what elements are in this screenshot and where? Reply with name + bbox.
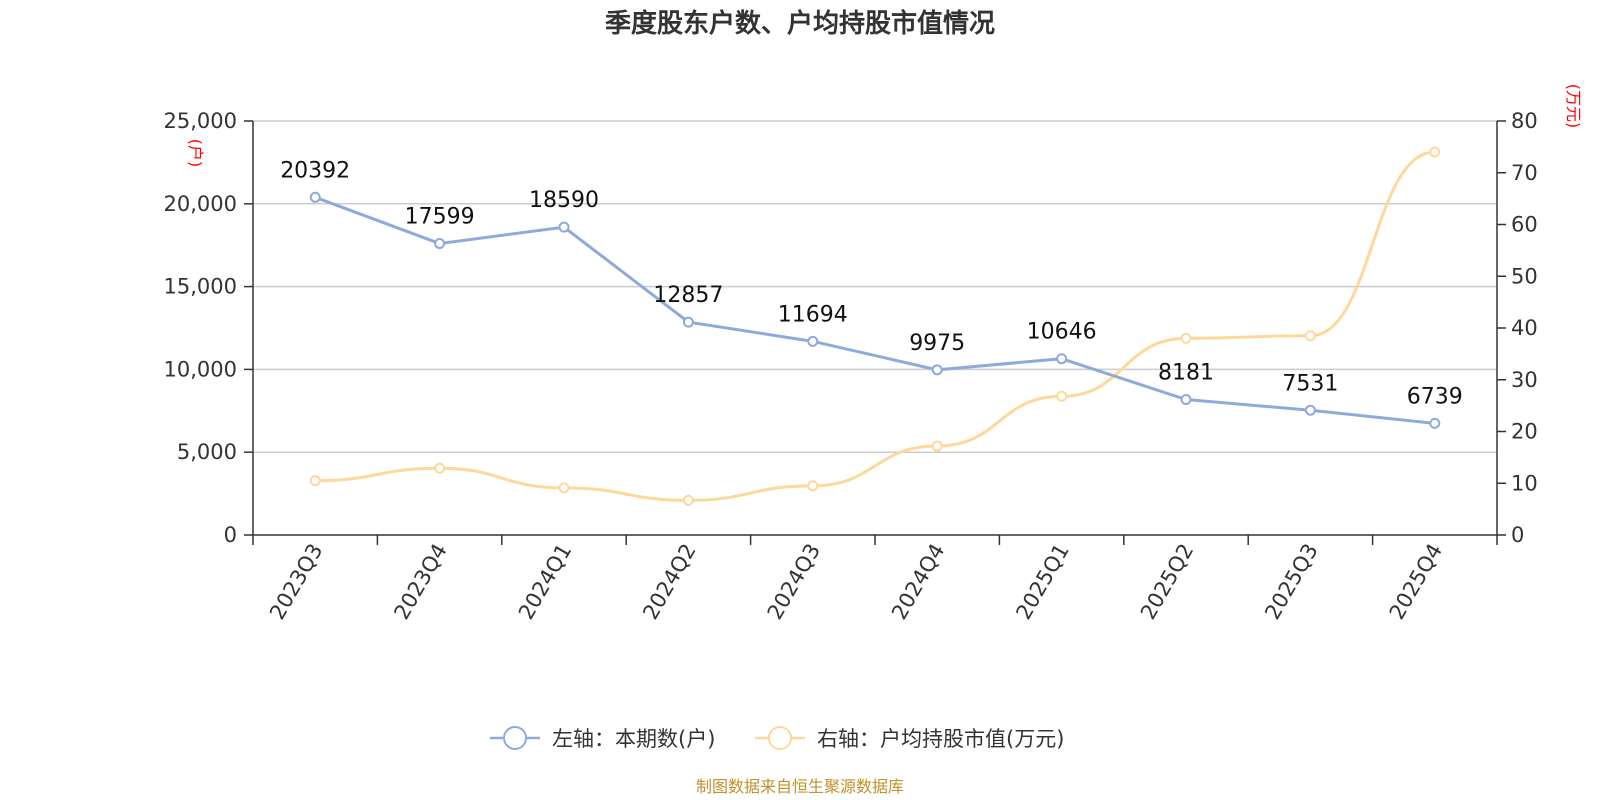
x-axis-tick-label: 2025Q2 <box>1136 540 1198 624</box>
x-axis-tick-label: 2025Q1 <box>1011 540 1073 624</box>
data-point-avg-value[interactable] <box>1180 332 1192 344</box>
x-axis-tick-label: 2025Q3 <box>1260 540 1322 624</box>
series-line-avg-value <box>315 150 1435 502</box>
right-axis-tick-label: 0 <box>1511 523 1524 547</box>
right-axis-tick-label: 20 <box>1511 420 1538 444</box>
data-point-holders[interactable] <box>1180 394 1192 406</box>
data-point-holders[interactable] <box>931 364 943 376</box>
x-axis-tick-label: 2024Q1 <box>514 540 576 624</box>
chart-title: 季度股东户数、户均持股市值情况 <box>605 8 995 39</box>
left-axis-tick-label: 15,000 <box>164 275 237 299</box>
left-axis-tick-label: 10,000 <box>164 357 237 381</box>
x-axis-tick-label: 2024Q3 <box>763 540 825 624</box>
x-axis-tick-label: 2024Q2 <box>638 540 700 624</box>
data-point-holders[interactable] <box>1056 353 1068 365</box>
data-point-holders[interactable] <box>558 221 570 233</box>
data-point-holders[interactable] <box>1304 404 1316 416</box>
right-axis-tick-label: 70 <box>1511 161 1538 185</box>
data-label: 17599 <box>405 205 475 230</box>
series-layer: 20392 17599 18590 12857 11694 9975 10646 8181 75… <box>280 146 1463 506</box>
data-point-holders[interactable] <box>434 238 446 250</box>
right-axis-tick-label: 10 <box>1511 471 1538 495</box>
data-label: 10646 <box>1027 320 1097 345</box>
legend-marker-circle <box>503 726 527 750</box>
right-axis-tick-label: 30 <box>1511 368 1538 392</box>
series-line-holders <box>314 195 1435 425</box>
data-point-holders[interactable] <box>1429 417 1441 429</box>
data-point-avg-value[interactable] <box>434 462 446 474</box>
left-axis-tick-label: 5,000 <box>177 440 237 464</box>
right-axis-tick-label: 60 <box>1511 213 1538 237</box>
x-axis-tick-label: 2023Q4 <box>389 540 451 624</box>
data-label: 18590 <box>529 188 599 213</box>
legend-item-holders[interactable]: 左轴：本期数(户) <box>552 727 715 751</box>
legend-item-avg-value[interactable]: 右轴：户均持股市值(万元) <box>817 727 1064 751</box>
data-point-avg-value[interactable] <box>931 440 943 452</box>
data-point-holders[interactable] <box>309 191 321 203</box>
left-axis-unit: (户) <box>186 139 205 168</box>
data-label: 9975 <box>909 331 965 356</box>
data-point-avg-value[interactable] <box>1429 146 1441 158</box>
data-label: 7531 <box>1282 371 1338 396</box>
grid <box>253 120 1497 453</box>
legend[interactable]: 左轴：本期数(户) 右轴：户均持股市值(万元) <box>490 726 1064 751</box>
x-axis-tick-label: 2024Q4 <box>887 539 949 623</box>
axes: 0 5,000 10,000 15,000 20,000 25,000 0 10 20 30 40 5… <box>164 109 1538 624</box>
source-note: 制图数据来自恒生聚源数据库 <box>696 777 904 796</box>
data-label: 6739 <box>1407 384 1463 409</box>
right-axis-tick-label: 50 <box>1511 264 1538 288</box>
data-point-avg-value[interactable] <box>558 482 570 494</box>
x-axis-tick-label: 2025Q4 <box>1385 540 1447 624</box>
data-label: 11694 <box>778 302 848 327</box>
data-label: 20392 <box>280 158 350 183</box>
left-axis-tick-label: 25,000 <box>164 109 237 133</box>
data-point-avg-value[interactable] <box>1304 330 1316 342</box>
right-axis-unit: (万元) <box>1564 84 1583 129</box>
data-point-avg-value[interactable] <box>807 480 819 492</box>
left-axis-tick-label: 20,000 <box>164 192 237 216</box>
data-label: 8181 <box>1158 361 1214 386</box>
legend-marker-circle <box>768 726 792 750</box>
data-point-avg-value[interactable] <box>309 475 321 487</box>
data-point-holders[interactable] <box>807 335 819 347</box>
data-label: 12857 <box>653 283 723 308</box>
data-point-avg-value[interactable] <box>1056 390 1068 402</box>
right-axis-tick-label: 40 <box>1511 316 1538 340</box>
data-point-holders[interactable] <box>682 316 694 328</box>
right-axis-tick-label: 80 <box>1511 109 1538 133</box>
x-axis-tick-label: 2023Q3 <box>265 540 327 624</box>
left-axis-tick-label: 0 <box>224 523 237 547</box>
data-point-avg-value[interactable] <box>682 494 694 506</box>
